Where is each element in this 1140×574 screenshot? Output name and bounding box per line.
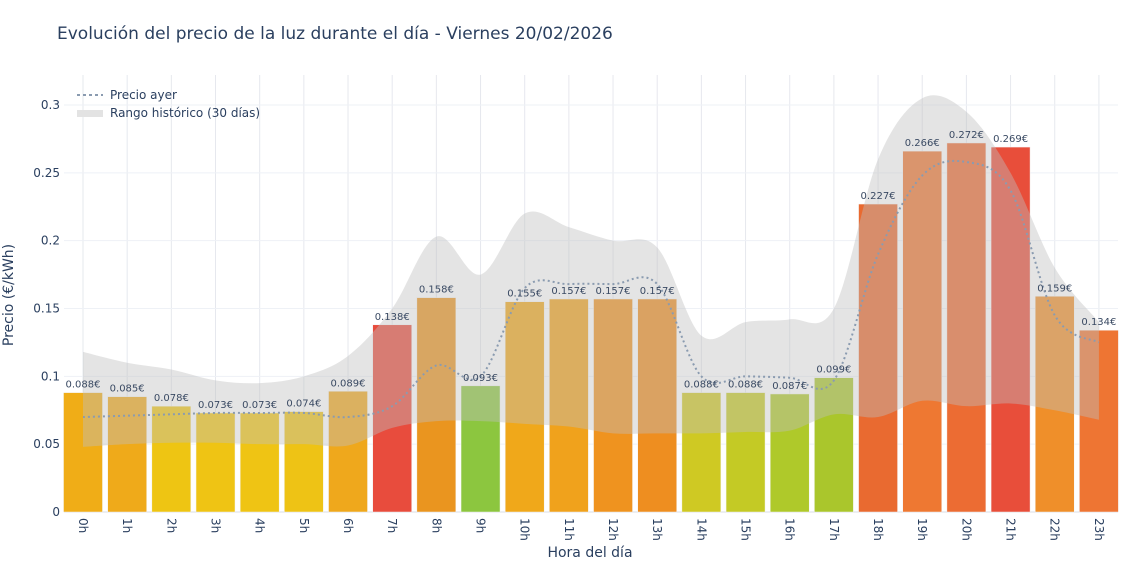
bar-12h	[593, 298, 633, 513]
yesterday-price-line	[82, 159, 1100, 419]
historical-range-area	[83, 95, 1099, 447]
legend-range[interactable]: Rango histórico (30 días)	[110, 106, 260, 120]
data-label: 0.088€	[684, 380, 719, 391]
x-tick-label: 0h	[76, 518, 90, 533]
y-tick-label: 0.1	[41, 369, 60, 383]
data-label: 0.157€	[596, 286, 631, 297]
data-label: 0.269€	[993, 134, 1028, 145]
bar-15h	[725, 392, 766, 513]
bars	[63, 142, 1119, 513]
bar-20h	[946, 142, 987, 513]
x-tick-label: 9h	[474, 518, 488, 533]
x-tick-label: 10h	[518, 518, 532, 541]
x-tick-label: 8h	[429, 518, 443, 533]
data-label: 0.266€	[905, 138, 940, 149]
bar-6h	[328, 391, 368, 513]
data-label: 0.089€	[331, 378, 366, 389]
historical-range-band	[83, 95, 1099, 447]
x-tick-label: 19h	[915, 518, 929, 541]
x-tick-label: 20h	[959, 518, 973, 541]
data-label: 0.093€	[463, 373, 498, 384]
y-tick-label: 0	[52, 505, 60, 519]
x-tick-label: 16h	[783, 518, 797, 541]
x-tick-label: 3h	[209, 518, 223, 533]
data-label: 0.088€	[66, 380, 101, 391]
data-label: 0.073€	[198, 400, 233, 411]
y-axis-ticks: 0 0.05 0.1 0.15 0.2 0.25 0.3	[33, 98, 60, 519]
bar-22h	[1034, 296, 1075, 513]
data-label: 0.159€	[1037, 283, 1072, 294]
bar-3h	[195, 412, 236, 513]
y-tick-label: 0.2	[41, 234, 60, 248]
bar-16h	[769, 393, 810, 513]
data-labels: 0.088€ 0.085€ 0.078€ 0.073€ 0.073€ 0.074€ 0.08…	[66, 130, 1117, 411]
data-label: 0.085€	[110, 384, 145, 395]
data-label: 0.099€	[816, 365, 851, 376]
bar-21h	[990, 146, 1031, 513]
x-tick-label: 7h	[385, 518, 399, 533]
bar-14h	[681, 392, 722, 513]
x-tick-label: 6h	[341, 518, 355, 533]
x-axis-title: Hora del día	[547, 545, 632, 561]
x-tick-label: 1h	[120, 518, 134, 533]
data-label: 0.078€	[154, 393, 189, 404]
bar-10h	[504, 301, 545, 513]
y-tick-label: 0.05	[33, 437, 60, 451]
data-label: 0.272€	[949, 130, 984, 141]
bar-9h	[460, 385, 501, 513]
x-tick-label: 12h	[606, 518, 620, 541]
bar-11h	[549, 298, 589, 513]
y-axis-title: Precio (€/kWh)	[1, 244, 17, 346]
legend[interactable]: Precio ayer Rango histórico (30 días)	[77, 88, 260, 120]
x-tick-label: 13h	[650, 518, 664, 541]
legend-yesterday[interactable]: Precio ayer	[110, 88, 177, 102]
x-tick-label: 4h	[253, 518, 267, 533]
data-label: 0.227€	[861, 191, 896, 202]
bar-18h	[858, 203, 898, 513]
bar-0h	[63, 392, 103, 513]
x-tick-label: 18h	[871, 518, 885, 541]
y-tick-label: 0.15	[33, 302, 60, 316]
x-tick-label: 15h	[739, 518, 753, 541]
data-label: 0.087€	[772, 381, 807, 392]
data-label: 0.157€	[640, 286, 675, 297]
legend-band-swatch	[77, 110, 103, 117]
data-label: 0.138€	[375, 312, 410, 323]
y-tick-label: 0.25	[33, 166, 60, 180]
y-tick-label: 0.3	[41, 98, 60, 112]
yesterday-line-path	[82, 159, 1100, 419]
x-tick-label: 17h	[827, 518, 841, 541]
bar-8h	[416, 297, 457, 513]
bar-4h	[239, 412, 280, 513]
x-tick-label: 2h	[164, 518, 178, 533]
bar-19h	[902, 150, 942, 513]
data-label: 0.158€	[419, 285, 454, 296]
x-tick-label: 21h	[1004, 518, 1018, 541]
bar-17h	[814, 377, 854, 513]
bar-23h	[1079, 329, 1119, 513]
x-tick-label: 5h	[297, 518, 311, 533]
x-tick-label: 23h	[1092, 518, 1106, 541]
bar-7h	[372, 324, 412, 513]
data-label: 0.134€	[1081, 317, 1116, 328]
data-label: 0.088€	[728, 380, 763, 391]
data-label: 0.074€	[286, 399, 321, 410]
x-tick-label: 22h	[1048, 518, 1062, 541]
x-tick-label: 11h	[562, 518, 576, 541]
x-tick-label: 14h	[694, 518, 708, 541]
bar-13h	[637, 298, 677, 513]
data-label: 0.157€	[551, 286, 586, 297]
bar-5h	[284, 411, 324, 513]
chart-title: Evolución del precio de la luz durante e…	[57, 24, 613, 44]
data-label: 0.073€	[242, 400, 277, 411]
data-label: 0.155€	[507, 289, 542, 300]
bar-2h	[151, 405, 192, 513]
x-axis-ticks: 0h 1h 2h 3h 4h 5h 6h 7h 8h 9h 10h 11h 12h 13h 14h 15h 16…	[76, 518, 1106, 541]
